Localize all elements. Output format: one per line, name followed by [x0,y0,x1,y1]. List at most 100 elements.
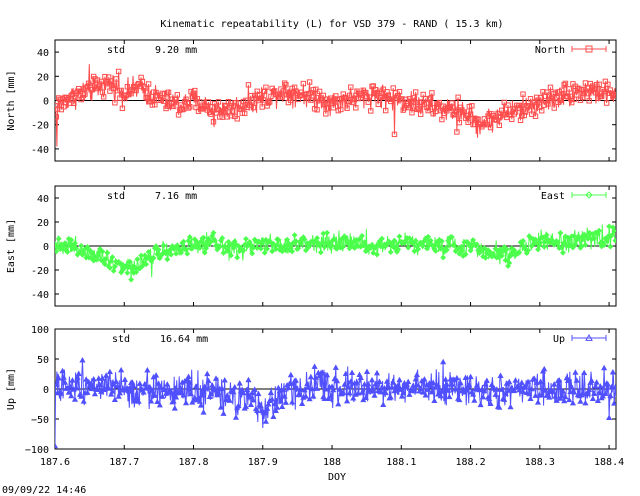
data-point [185,105,192,111]
data-point [507,403,514,410]
data-point [77,248,83,255]
data-point [265,100,272,106]
x-tick-label: 187.6 [40,457,70,468]
data-point [136,380,143,386]
data-point [586,386,593,392]
y-tick-label: -40 [31,145,49,156]
data-point [338,106,344,113]
data-point [358,389,366,395]
data-point [99,375,106,381]
data-point [566,86,572,92]
y-tick-label: -20 [31,121,49,132]
data-point [406,391,413,397]
data-point [411,387,418,394]
data-point [596,227,603,234]
data-point [496,122,503,129]
data-point [545,101,551,107]
data-point [154,251,161,258]
data-point [368,376,376,383]
data-point [232,414,240,420]
data-point [292,377,299,383]
data-point [324,371,331,378]
data-point [482,254,489,261]
data-point [184,250,191,257]
data-point [292,238,299,245]
series-line [55,224,616,280]
data-point [455,94,461,100]
data-point [581,369,588,376]
data-point [452,108,459,114]
data-point [399,96,405,102]
data-point [496,404,503,410]
data-point [425,233,432,240]
data-point [505,102,511,108]
data-point [368,108,374,114]
data-point [558,244,565,251]
data-point [314,107,320,113]
data-point [302,393,309,399]
data-point [113,76,119,82]
data-point [297,386,304,393]
y-tick-label: 0 [43,97,49,108]
data-point [580,236,586,242]
data-point [212,375,220,381]
data-point [277,397,284,404]
data-point [61,104,67,110]
data-point [557,97,564,104]
data-point [398,393,406,399]
data-point [443,381,450,387]
y-axis-label: East [mm] [6,219,17,273]
data-point [366,94,373,100]
data-point [243,97,249,104]
data-point [59,367,66,374]
data-point [502,111,509,118]
data-point [467,111,474,117]
data-point [219,235,226,241]
legend-marker [585,45,593,53]
data-point [448,381,455,387]
data-point [224,114,230,120]
data-point [329,242,335,249]
data-point [400,389,407,396]
data-point [415,246,422,253]
data-point [592,90,599,96]
data-point [283,82,289,88]
data-point [158,384,165,390]
data-point [302,247,309,254]
data-point [606,414,613,421]
data-point [385,383,392,389]
data-point [580,94,586,101]
data-point [541,243,548,250]
data-point [323,111,329,117]
data-point [84,244,91,250]
data-point [110,381,117,387]
data-point [80,398,87,404]
data-point [521,112,527,119]
data-point [248,242,254,248]
data-point [482,380,489,387]
data-point [164,381,171,387]
data-point [106,368,113,375]
data-point [476,250,483,256]
data-point [73,245,80,252]
data-point [71,396,79,402]
data-point [146,383,153,390]
data-point [295,96,302,102]
data-point [311,363,318,369]
data-point [191,236,198,243]
data-point [528,243,535,250]
data-point [139,78,146,85]
data-point [296,390,303,397]
data-point [89,382,96,389]
data-point [140,389,147,395]
data-point [346,389,353,396]
data-point [433,381,440,388]
data-point [415,382,422,388]
data-point [549,388,557,394]
data-point [306,79,313,85]
data-point [220,410,227,416]
data-point [582,242,589,248]
data-point [205,377,212,384]
y-tick-label: −100 [25,445,49,456]
data-point [427,95,434,101]
